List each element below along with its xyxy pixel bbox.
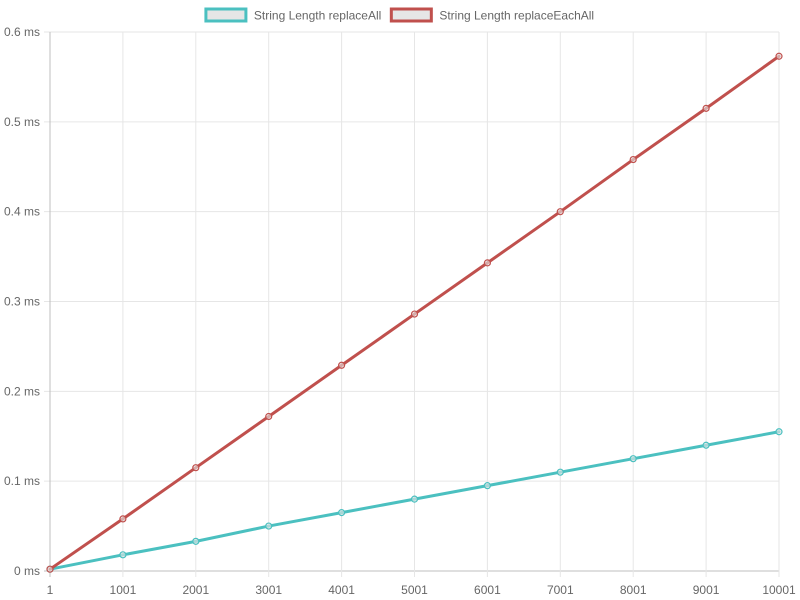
y-tick-label: 0.1 ms <box>4 474 40 488</box>
data-point[interactable] <box>265 522 273 530</box>
axes: 0 ms 0.1 ms 0.2 ms 0.3 ms 0.4 ms 0.5 ms 0.6 ms… <box>4 25 796 597</box>
y-tick-label: 0.4 ms <box>4 205 40 219</box>
y-tick-label: 0.2 ms <box>4 384 40 398</box>
legend: String Length replaceAll String Length re… <box>204 7 594 23</box>
x-tick-label: 8001 <box>620 583 647 597</box>
data-point[interactable] <box>119 515 127 523</box>
data-point[interactable] <box>410 310 419 318</box>
legend-swatch <box>204 7 248 23</box>
data-point[interactable] <box>483 259 491 267</box>
legend-item-1[interactable]: String Length replaceEachAll <box>389 7 594 23</box>
y-tick-label: 0 ms <box>14 564 40 578</box>
series-1 <box>46 52 783 573</box>
series <box>46 52 783 573</box>
data-point[interactable] <box>483 482 491 490</box>
data-point[interactable] <box>338 361 346 369</box>
data-point[interactable] <box>192 537 200 545</box>
x-tick-label: 1 <box>47 583 54 597</box>
data-point[interactable] <box>702 441 710 449</box>
x-tick-label: 1001 <box>110 583 137 597</box>
y-tick-label: 0.5 ms <box>4 115 40 129</box>
x-tick-label: 2001 <box>182 583 209 597</box>
data-point[interactable] <box>119 551 127 559</box>
data-point[interactable] <box>702 104 710 112</box>
data-point[interactable] <box>775 428 783 436</box>
legend-swatch <box>389 7 433 23</box>
data-point[interactable] <box>46 565 54 573</box>
data-point[interactable] <box>410 495 419 503</box>
legend-label: String Length replaceEachAll <box>439 9 594 23</box>
x-tick-label: 7001 <box>547 583 574 597</box>
x-tick-label: 10001 <box>762 583 796 597</box>
x-tick-label: 9001 <box>693 583 720 597</box>
y-tick-label: 0.6 ms <box>4 25 40 39</box>
data-point[interactable] <box>192 464 200 472</box>
data-point[interactable] <box>629 155 637 164</box>
data-point[interactable] <box>556 468 564 476</box>
x-tick-label: 6001 <box>474 583 501 597</box>
x-tick-label: 4001 <box>328 583 355 597</box>
y-tick-label: 0.3 ms <box>4 295 40 309</box>
data-point[interactable] <box>775 52 783 60</box>
data-point[interactable] <box>556 208 564 216</box>
data-point[interactable] <box>338 509 346 517</box>
legend-item-0[interactable]: String Length replaceAll <box>204 7 381 23</box>
data-point[interactable] <box>265 412 273 421</box>
legend-label: String Length replaceAll <box>254 9 381 23</box>
x-tick-label: 3001 <box>255 583 282 597</box>
data-point[interactable] <box>629 455 637 463</box>
x-tick-label: 5001 <box>401 583 428 597</box>
